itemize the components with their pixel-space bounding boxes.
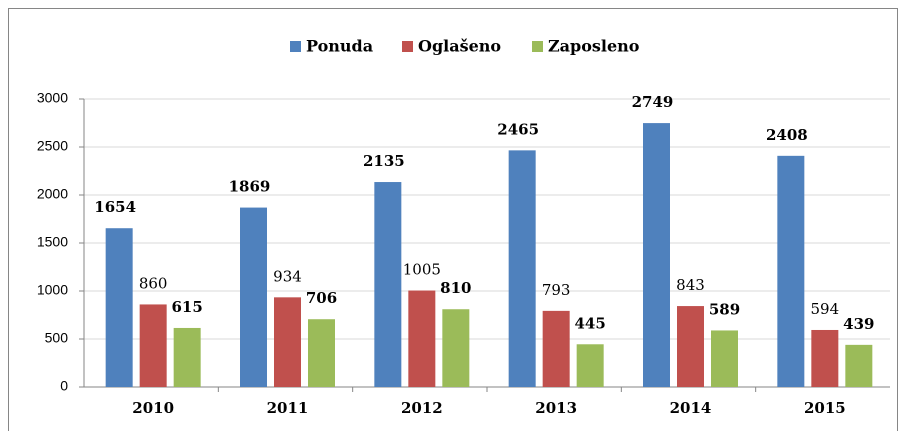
x-tick-label: 2014 [670, 399, 712, 417]
y-tick-label: 3000 [37, 90, 68, 106]
bar [139, 304, 167, 387]
bar [845, 344, 873, 387]
bar [105, 228, 133, 387]
data-label: 860 [139, 274, 168, 292]
x-tick-label: 2010 [132, 399, 174, 417]
bar [576, 344, 604, 387]
data-label: 445 [575, 314, 606, 332]
data-label: 2408 [766, 126, 808, 144]
bar [777, 155, 805, 387]
x-tick-label: 2013 [535, 399, 577, 417]
x-tick-label: 2012 [401, 399, 443, 417]
data-label: 934 [273, 267, 302, 285]
legend-label: Oglašeno [418, 37, 501, 56]
bar [677, 306, 704, 387]
y-tick-label: 1000 [37, 282, 68, 298]
data-label: 1005 [403, 261, 441, 279]
legend-label: Zaposleno [548, 37, 640, 56]
data-label: 1869 [229, 178, 271, 196]
data-label: 439 [843, 315, 874, 333]
bar [442, 309, 470, 387]
legend-swatch [532, 41, 543, 52]
data-label: 2135 [363, 152, 405, 170]
legend-label: Ponuda [306, 37, 373, 56]
data-label: 2749 [632, 93, 674, 111]
legend-swatch [290, 41, 301, 52]
bar [408, 290, 436, 387]
y-tick-label: 500 [45, 330, 69, 346]
y-tick-label: 2500 [37, 138, 68, 154]
x-tick-label: 2015 [804, 399, 846, 417]
bar [542, 310, 570, 387]
y-tick-label: 2000 [37, 186, 68, 202]
bar [374, 182, 402, 387]
data-label: 615 [172, 298, 203, 316]
bar [173, 327, 201, 387]
bar [274, 297, 301, 387]
bar [308, 319, 335, 387]
bar [240, 207, 267, 387]
data-label: 793 [542, 281, 571, 299]
bar [643, 123, 670, 387]
data-label: 1654 [94, 198, 136, 216]
data-label: 810 [440, 279, 471, 297]
bar [811, 329, 839, 387]
legend-swatch [402, 41, 413, 52]
bar [711, 330, 738, 387]
data-label: 2465 [497, 120, 539, 138]
x-tick-label: 2011 [267, 399, 309, 417]
data-label: 706 [306, 289, 337, 307]
bar [508, 150, 536, 387]
y-tick-label: 1500 [37, 234, 68, 250]
y-tick-label: 0 [60, 378, 68, 394]
data-label: 843 [676, 276, 705, 294]
data-label: 594 [811, 300, 840, 318]
data-label: 589 [709, 300, 740, 318]
